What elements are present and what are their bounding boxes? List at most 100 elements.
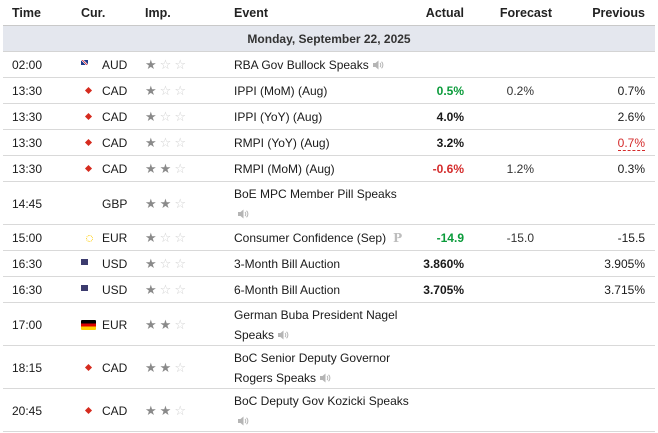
table-row[interactable]: 20:45 CAD ★★☆ BoC Deputy Gov Kozicki Speaks <box>3 389 655 432</box>
event-link[interactable]: 3-Month Bill Auction <box>234 254 409 274</box>
table-row[interactable]: 15:00 EUR ★☆☆ Consumer Confidence (Sep) P -14… <box>3 225 655 251</box>
row-currency: GBP <box>102 197 128 211</box>
star-icon: ☆ <box>159 57 175 72</box>
forecast-value: 1.2% <box>506 162 534 176</box>
speaker-icon <box>238 412 249 426</box>
actual-value: 3.705% <box>423 283 464 297</box>
speaker-icon <box>320 369 331 383</box>
table-row[interactable]: 14:45 GBP ★★☆ BoE MPC Member Pill Speaks <box>3 182 655 225</box>
event-name[interactable]: BoC Senior Deputy Governor Rogers Speaks <box>234 351 391 385</box>
header-event[interactable]: Event <box>234 6 269 20</box>
actual-value: -0.6% <box>432 162 464 176</box>
row-currency: USD <box>102 283 128 297</box>
header-actual[interactable]: Actual <box>425 6 464 20</box>
importance-stars: ★☆☆ <box>145 57 189 73</box>
event-link[interactable]: IPPI (YoY) (Aug) <box>234 107 409 127</box>
preliminary-icon: P <box>393 231 403 245</box>
previous-value: 3.905% <box>604 257 645 271</box>
event-link[interactable]: Consumer Confidence (Sep) P <box>234 228 409 248</box>
event-name[interactable]: 3-Month Bill Auction <box>234 257 341 271</box>
de-flag-icon <box>81 320 96 330</box>
row-time: 13:30 <box>12 110 43 124</box>
row-time: 17:00 <box>12 318 43 332</box>
event-link[interactable]: RMPI (MoM) (Aug) <box>234 159 409 179</box>
row-currency: CAD <box>102 162 128 176</box>
star-icon: ☆ <box>174 230 189 245</box>
event-rows: 02:00 AUD ★☆☆ RBA Gov Bullock Speaks 13:30 CA… <box>3 52 655 432</box>
importance-stars: ★☆☆ <box>145 135 189 151</box>
event-name[interactable]: BoE MPC Member Pill Speaks <box>234 187 397 201</box>
row-time: 13:30 <box>12 162 43 176</box>
previous-value[interactable]: 0.7% <box>617 136 645 151</box>
row-time: 15:00 <box>12 231 43 245</box>
star-icon: ★ <box>145 109 160 124</box>
event-link[interactable]: 6-Month Bill Auction <box>234 280 409 300</box>
star-icon: ★ <box>145 135 160 150</box>
event-link[interactable]: IPPI (MoM) (Aug) <box>234 81 409 101</box>
revised-previous[interactable]: 0.7% <box>617 136 645 151</box>
star-icon: ☆ <box>174 135 189 150</box>
star-icon: ★ <box>145 161 160 176</box>
header-currency[interactable]: Cur. <box>81 6 106 20</box>
importance-stars: ★☆☆ <box>145 256 189 272</box>
actual-value: 3.860% <box>423 257 464 271</box>
event-name[interactable]: 6-Month Bill Auction <box>234 283 341 297</box>
table-row[interactable]: 02:00 AUD ★☆☆ RBA Gov Bullock Speaks <box>3 52 655 78</box>
row-currency: EUR <box>102 231 128 245</box>
star-icon: ☆ <box>174 403 189 418</box>
table-row[interactable]: 16:30 USD ★☆☆ 6-Month Bill Auction 3.705% 3.7… <box>3 277 655 303</box>
event-name[interactable]: IPPI (MoM) (Aug) <box>234 84 328 98</box>
previous-value: 2.6% <box>617 110 645 124</box>
importance-stars: ★☆☆ <box>145 282 189 298</box>
header-previous[interactable]: Previous <box>592 6 645 20</box>
header-time[interactable]: Time <box>12 6 41 20</box>
row-time: 13:30 <box>12 136 43 150</box>
row-time: 16:30 <box>12 257 43 271</box>
star-icon: ☆ <box>174 161 189 176</box>
star-icon: ★ <box>159 360 175 375</box>
row-time: 14:45 <box>12 197 43 211</box>
event-name[interactable]: Consumer Confidence (Sep) <box>234 231 387 245</box>
row-time: 02:00 <box>12 58 43 72</box>
star-icon: ☆ <box>174 83 189 98</box>
event-link[interactable]: German Buba President Nagel Speaks <box>234 305 409 345</box>
event-link[interactable]: RBA Gov Bullock Speaks <box>234 55 409 75</box>
importance-stars: ★★☆ <box>145 161 189 177</box>
star-icon: ☆ <box>174 360 189 375</box>
importance-stars: ★☆☆ <box>145 230 189 246</box>
star-icon: ★ <box>145 196 160 211</box>
star-icon: ☆ <box>174 282 189 297</box>
star-icon: ☆ <box>174 317 189 332</box>
header-importance[interactable]: Imp. <box>145 6 171 20</box>
event-link[interactable]: BoC Senior Deputy Governor Rogers Speaks <box>234 348 409 388</box>
star-icon: ☆ <box>174 57 189 72</box>
row-currency: CAD <box>102 110 128 124</box>
event-name[interactable]: RMPI (YoY) (Aug) <box>234 136 330 150</box>
table-row[interactable]: 13:30 CAD ★☆☆ IPPI (MoM) (Aug) 0.5% 0.2% 0.7% <box>3 78 655 104</box>
table-row[interactable]: 13:30 CAD ★☆☆ RMPI (YoY) (Aug) 3.2% 0.7% <box>3 130 655 156</box>
star-icon: ☆ <box>174 256 189 271</box>
actual-value: 4.0% <box>436 110 464 124</box>
star-icon: ★ <box>145 282 160 297</box>
economic-calendar: Time Cur. Imp. Event Actual Forecast Pre… <box>3 0 655 433</box>
event-link[interactable]: BoE MPC Member Pill Speaks <box>234 184 409 224</box>
actual-value: 3.2% <box>436 136 464 150</box>
star-icon: ★ <box>159 161 175 176</box>
event-name[interactable]: RBA Gov Bullock Speaks <box>234 58 369 72</box>
header-forecast[interactable]: Forecast <box>499 6 552 20</box>
event-name[interactable]: German Buba President Nagel Speaks <box>234 308 398 342</box>
star-icon: ★ <box>145 83 160 98</box>
event-name[interactable]: BoC Deputy Gov Kozicki Speaks <box>234 394 409 408</box>
star-icon: ★ <box>145 317 160 332</box>
table-row[interactable]: 17:00 EUR ★★☆ German Buba President Nagel S… <box>3 303 655 346</box>
table-row[interactable]: 13:30 CAD ★★☆ RMPI (MoM) (Aug) -0.6% 1.2% 0.3% <box>3 156 655 182</box>
row-currency: CAD <box>102 361 128 375</box>
row-currency: CAD <box>102 136 128 150</box>
event-name[interactable]: IPPI (YoY) (Aug) <box>234 110 323 124</box>
event-name[interactable]: RMPI (MoM) (Aug) <box>234 162 335 176</box>
table-row[interactable]: 13:30 CAD ★☆☆ IPPI (YoY) (Aug) 4.0% 2.6% <box>3 104 655 130</box>
event-link[interactable]: RMPI (YoY) (Aug) <box>234 133 409 153</box>
event-link[interactable]: BoC Deputy Gov Kozicki Speaks <box>234 391 409 431</box>
table-row[interactable]: 18:15 CAD ★★☆ BoC Senior Deputy Governor Ro… <box>3 346 655 389</box>
table-row[interactable]: 16:30 USD ★☆☆ 3-Month Bill Auction 3.860% 3.9… <box>3 251 655 277</box>
